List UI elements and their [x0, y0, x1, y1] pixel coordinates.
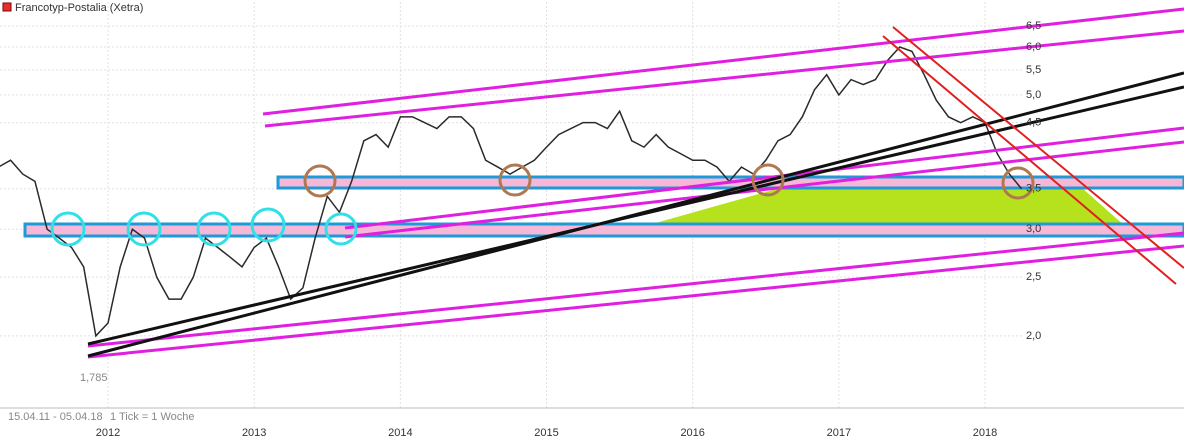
x-tick-label: 2017 [827, 427, 851, 439]
x-tick-label: 2014 [388, 427, 412, 439]
circle [324, 212, 358, 246]
circle [498, 163, 532, 197]
circle [751, 163, 785, 197]
chart-title: Francotyp-Postalia (Xetra) [15, 2, 143, 14]
y-tick-label: 3,5 [1026, 183, 1041, 195]
y-tick-label: 4,5 [1026, 117, 1041, 129]
plot [0, 46, 1023, 338]
trendline [344, 140, 1184, 239]
circle [250, 207, 286, 243]
x-tick-label: 2018 [973, 427, 997, 439]
annotation: 1 Tick = 1 Woche [110, 411, 194, 423]
circle [1001, 166, 1035, 200]
y-tick-label: 2,5 [1026, 271, 1041, 283]
y-tick-label: 6,5 [1026, 20, 1041, 32]
trendline [264, 29, 1184, 128]
x-tick-label: 2013 [242, 427, 266, 439]
trendline [892, 26, 1184, 269]
y-tick-label: 2,0 [1026, 330, 1041, 342]
circle [50, 211, 86, 247]
x-tick-label: 2012 [96, 427, 120, 439]
trendlines [87, 7, 1184, 359]
zone [645, 188, 1125, 226]
x-tick-label: 2015 [534, 427, 558, 439]
legend-swatch [2, 2, 12, 12]
markers [50, 163, 1035, 247]
y-tick-label: 3,0 [1026, 223, 1041, 235]
price-line [0, 46, 1023, 338]
y-tick-label: 5,0 [1026, 89, 1041, 101]
trendline [87, 244, 1184, 359]
circle [303, 164, 337, 198]
annotation: 1,785 [80, 372, 108, 384]
trendline [87, 231, 1184, 348]
circle [126, 211, 162, 247]
trendline [87, 85, 1184, 346]
annotation: 15.04.11 - 05.04.18 [8, 411, 103, 423]
y-tick-label: 6,0 [1026, 41, 1041, 53]
y-tick-label: 5,5 [1026, 64, 1041, 76]
x-tick-label: 2016 [680, 427, 704, 439]
circle [196, 211, 232, 247]
trendline [882, 35, 1177, 285]
trendline [344, 126, 1184, 230]
trendline [262, 7, 1184, 116]
